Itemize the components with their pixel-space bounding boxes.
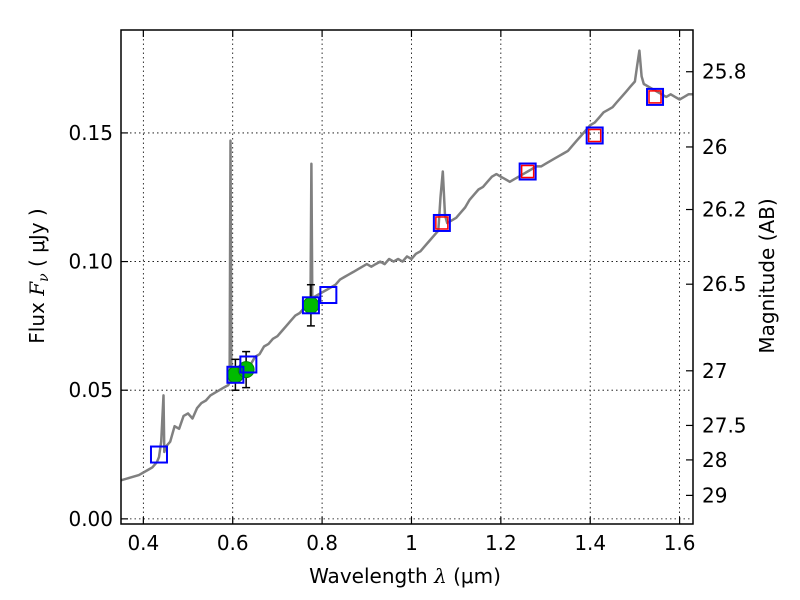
- model-photometry-marker: [585, 126, 604, 145]
- x-tick-label: 0.8: [306, 531, 338, 555]
- observed-nir-marker: [648, 90, 662, 104]
- y2-tick-label: 27: [702, 359, 727, 383]
- observed-point: [302, 296, 320, 314]
- model-photometry-marker: [646, 87, 665, 106]
- axis-ticks: 0.4 0.6 0.8 1 1.2 1.4 1.6 0.00 0.05 0.10 0.15 25.8 2…: [68, 30, 747, 555]
- x-tick-label: 0.6: [217, 531, 249, 555]
- y-tick-label: 0.05: [68, 378, 113, 402]
- y2-tick-label: 27.5: [702, 413, 747, 437]
- model-photometry-marker: [239, 355, 258, 374]
- y-tick-label: 0.15: [68, 121, 113, 145]
- y2-tick-label: 26.2: [702, 198, 747, 222]
- model-photometry-marker: [319, 286, 338, 305]
- model-photometry-marker: [226, 365, 245, 384]
- grid-lines: [121, 30, 693, 524]
- photometry-markers: [149, 87, 665, 464]
- observed-nir-marker: [435, 216, 449, 230]
- x-tick-label: 1.6: [664, 531, 696, 555]
- x-tick-label: 1: [405, 531, 418, 555]
- model-photometry-marker: [149, 445, 168, 464]
- model-photometry-marker: [432, 213, 451, 232]
- y2-tick-label: 26: [702, 135, 727, 159]
- y-axis-label: Flux Fν ( μJy ): [25, 208, 52, 343]
- y2-tick-label: 26.5: [702, 272, 747, 296]
- y2-tick-label: 25.8: [702, 60, 747, 84]
- observed-point: [237, 361, 255, 379]
- plot-frame: [120, 29, 694, 525]
- observed-nir-marker: [587, 128, 602, 143]
- x-axis-label: Wavelength λ (μm): [309, 564, 501, 588]
- y2-axis-label: Magnitude (AB): [755, 198, 779, 353]
- spectrum-series: [120, 49, 693, 482]
- y-tick-label: 0.00: [68, 507, 113, 531]
- model-photometry-marker: [518, 162, 537, 181]
- x-tick-label: 1.2: [485, 531, 517, 555]
- model-photometry-marker: [301, 296, 320, 315]
- y2-tick-label: 29: [702, 483, 727, 507]
- y-tick-label: 0.10: [68, 250, 113, 274]
- y2-tick-label: 28: [702, 448, 727, 472]
- x-tick-label: 1.4: [574, 531, 606, 555]
- x-tick-label: 0.4: [127, 531, 159, 555]
- observed-nir-marker: [520, 164, 535, 179]
- spectrum-line: [120, 49, 693, 482]
